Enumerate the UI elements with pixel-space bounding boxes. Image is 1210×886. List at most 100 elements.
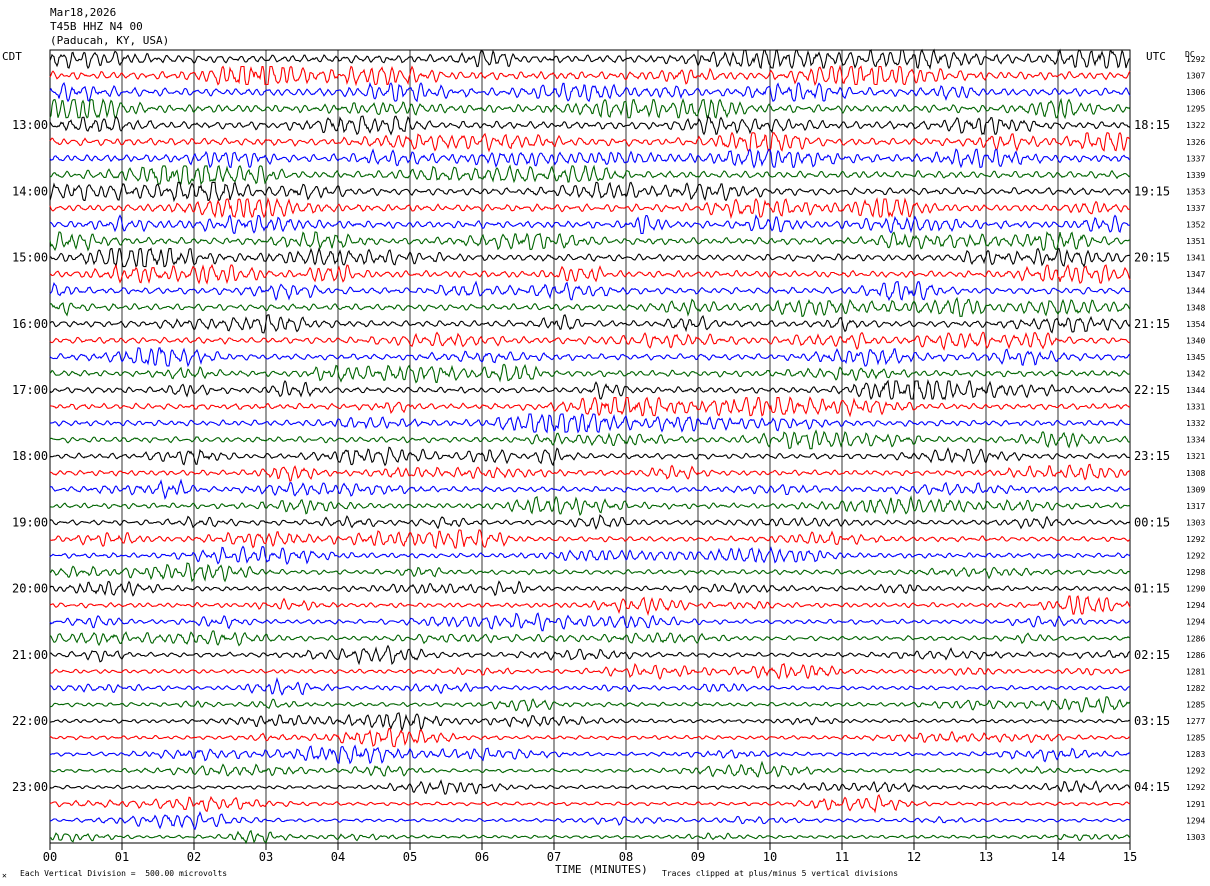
dc-offset-35: 1286 — [1186, 634, 1205, 643]
dc-offset-25: 1308 — [1186, 469, 1205, 478]
plot-frame — [49, 49, 1131, 844]
right-hour-label-10: 04:15 — [1134, 780, 1170, 794]
dc-offset-36: 1286 — [1186, 651, 1205, 660]
left-hour-label-6: 19:00 — [12, 515, 48, 529]
x-axis-label: TIME (MINUTES) — [555, 863, 648, 876]
left-hour-label-9: 22:00 — [12, 714, 48, 728]
corner-icon: ✕ — [2, 871, 7, 880]
right-hour-label-1: 19:15 — [1134, 184, 1170, 198]
trace-41 — [49, 728, 1131, 748]
trace-1 — [49, 64, 1131, 87]
trace-32 — [49, 580, 1131, 597]
left-hour-label-0: 13:00 — [12, 118, 48, 132]
x-tick-label-09: 09 — [691, 850, 705, 864]
dc-offset-8: 1353 — [1186, 187, 1205, 196]
trace-21 — [49, 396, 1131, 418]
dc-offset-33: 1294 — [1186, 601, 1205, 610]
x-tick-label-07: 07 — [547, 850, 561, 864]
left-hour-label-2: 15:00 — [12, 251, 48, 265]
trace-27 — [49, 495, 1131, 517]
left-hour-label-1: 14:00 — [12, 184, 48, 198]
left-hour-label-3: 16:00 — [12, 317, 48, 331]
trace-34 — [49, 612, 1131, 632]
trace-31 — [49, 562, 1131, 583]
dc-offset-26: 1309 — [1186, 485, 1205, 494]
x-tick-label-04: 04 — [331, 850, 345, 864]
dc-offset-6: 1337 — [1186, 154, 1205, 163]
x-tick-label-11: 11 — [835, 850, 849, 864]
x-tick-label-00: 00 — [43, 850, 57, 864]
x-tick-label-03: 03 — [259, 850, 273, 864]
dc-offset-21: 1331 — [1186, 403, 1205, 412]
dc-offset-46: 1294 — [1186, 816, 1205, 825]
trace-39 — [49, 696, 1131, 714]
dc-offset-43: 1292 — [1186, 767, 1205, 776]
trace-16 — [49, 314, 1131, 334]
trace-15 — [49, 296, 1131, 317]
dc-offset-37: 1281 — [1186, 667, 1205, 676]
dc-offset-5: 1326 — [1186, 138, 1205, 147]
dc-offset-22: 1332 — [1186, 419, 1205, 428]
trace-40 — [50, 712, 1131, 732]
dc-offset-14: 1344 — [1186, 287, 1205, 296]
trace-4 — [49, 114, 1131, 136]
trace-2 — [49, 81, 1131, 103]
dc-offset-16: 1354 — [1186, 320, 1205, 329]
trace-8 — [49, 181, 1131, 203]
left-hour-label-4: 17:00 — [12, 383, 48, 397]
trace-36 — [49, 644, 1131, 666]
dc-offset-30: 1292 — [1186, 552, 1205, 561]
dc-offset-29: 1292 — [1186, 535, 1205, 544]
dc-offset-41: 1285 — [1186, 734, 1205, 743]
right-hour-label-8: 02:15 — [1134, 648, 1170, 662]
right-hour-label-3: 21:15 — [1134, 317, 1170, 331]
x-tick-label-10: 10 — [763, 850, 777, 864]
dc-offset-12: 1341 — [1186, 254, 1205, 263]
right-hour-label-9: 03:15 — [1134, 714, 1170, 728]
x-tick-label-13: 13 — [979, 850, 993, 864]
trace-6 — [49, 148, 1131, 169]
trace-5 — [49, 131, 1131, 153]
right-hour-label-0: 18:15 — [1134, 118, 1170, 132]
dc-offset-34: 1294 — [1186, 618, 1205, 627]
trace-38 — [49, 677, 1131, 696]
clip-note: Traces clipped at plus/minus 5 vertical … — [662, 869, 899, 878]
trace-25 — [49, 463, 1131, 482]
trace-10 — [49, 214, 1131, 235]
dc-offset-13: 1347 — [1186, 270, 1205, 279]
trace-12 — [49, 247, 1131, 268]
dc-offset-19: 1342 — [1186, 369, 1205, 378]
x-tick-label-05: 05 — [403, 850, 417, 864]
trace-11 — [49, 231, 1131, 252]
trace-24 — [49, 446, 1131, 467]
right-hour-label-2: 20:15 — [1134, 251, 1170, 265]
dc-offset-24: 1321 — [1186, 452, 1205, 461]
x-tick-label-14: 14 — [1051, 850, 1065, 864]
trace-9 — [49, 197, 1131, 220]
trace-44 — [49, 779, 1131, 795]
x-tick-label-01: 01 — [115, 850, 129, 864]
right-hour-label-4: 22:15 — [1134, 383, 1170, 397]
dc-offset-3: 1295 — [1186, 105, 1205, 114]
dc-offset-45: 1291 — [1186, 800, 1205, 809]
dc-offset-15: 1348 — [1186, 303, 1205, 312]
right-hour-label-7: 01:15 — [1134, 582, 1170, 596]
dc-offset-44: 1292 — [1186, 783, 1205, 792]
trace-26 — [49, 478, 1131, 500]
left-timezone-label: CDT — [2, 50, 22, 63]
trace-23 — [49, 429, 1131, 450]
trace-0 — [49, 48, 1131, 70]
dc-offset-17: 1340 — [1186, 336, 1205, 345]
dc-offset-27: 1317 — [1186, 502, 1205, 511]
left-hour-label-10: 23:00 — [12, 780, 48, 794]
dc-offset-28: 1303 — [1186, 518, 1205, 527]
trace-13 — [49, 263, 1131, 285]
header-date: Mar18,2026 — [50, 6, 117, 19]
trace-46 — [49, 810, 1131, 831]
trace-3 — [49, 97, 1131, 120]
dc-offset-2: 1306 — [1186, 88, 1205, 97]
dc-label: DC — [1185, 50, 1195, 59]
trace-17 — [49, 331, 1131, 351]
right-hour-label-6: 00:15 — [1134, 515, 1170, 529]
